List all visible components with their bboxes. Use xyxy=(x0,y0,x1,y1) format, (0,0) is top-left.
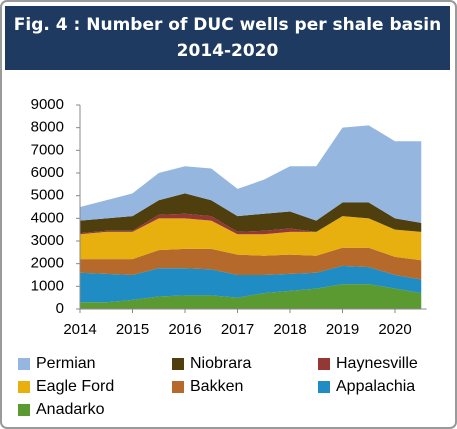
y-tick-label: 3000 xyxy=(31,232,64,249)
y-tick-label: 0 xyxy=(56,300,64,317)
x-tick-label: 2017 xyxy=(221,321,254,338)
chart-title: Fig. 4 : Number of DUC wells per shale b… xyxy=(5,6,450,70)
y-tick-label: 2000 xyxy=(31,255,64,272)
area xyxy=(80,284,422,309)
legend-label: Eagle Ford xyxy=(36,378,114,395)
legend-swatch xyxy=(18,404,30,416)
area xyxy=(80,247,422,280)
legend-swatch xyxy=(18,358,30,370)
legend-swatch xyxy=(318,381,330,393)
x-tick-label: 2016 xyxy=(168,321,201,338)
legend-label: Bakken xyxy=(190,378,243,395)
y-tick-label: 8000 xyxy=(31,119,64,136)
legend-swatch xyxy=(172,381,184,393)
area xyxy=(80,265,422,303)
legend-label: Permian xyxy=(36,355,96,372)
legend-swatch xyxy=(318,358,330,370)
legend-label: Haynesville xyxy=(336,355,418,372)
area xyxy=(80,125,422,223)
y-tick-label: 5000 xyxy=(31,187,64,204)
legend-label: Niobrara xyxy=(190,355,251,372)
y-tick-label: 4000 xyxy=(31,209,64,226)
area xyxy=(80,193,422,234)
x-tick-label: 2020 xyxy=(378,321,411,338)
legend-swatch xyxy=(172,358,184,370)
y-tick-label: 1000 xyxy=(31,277,64,294)
legend-swatch xyxy=(18,381,30,393)
legend-label: Anadarko xyxy=(36,401,105,418)
legend-label: Appalachia xyxy=(336,378,415,395)
y-tick-label: 9000 xyxy=(31,96,64,113)
area xyxy=(80,216,422,261)
y-tick-label: 6000 xyxy=(31,164,64,181)
x-tick-label: 2019 xyxy=(326,321,359,338)
x-tick-label: 2018 xyxy=(273,321,306,338)
x-tick-label: 2015 xyxy=(116,321,149,338)
y-tick-label: 7000 xyxy=(31,141,64,158)
x-tick-label: 2014 xyxy=(63,321,96,338)
